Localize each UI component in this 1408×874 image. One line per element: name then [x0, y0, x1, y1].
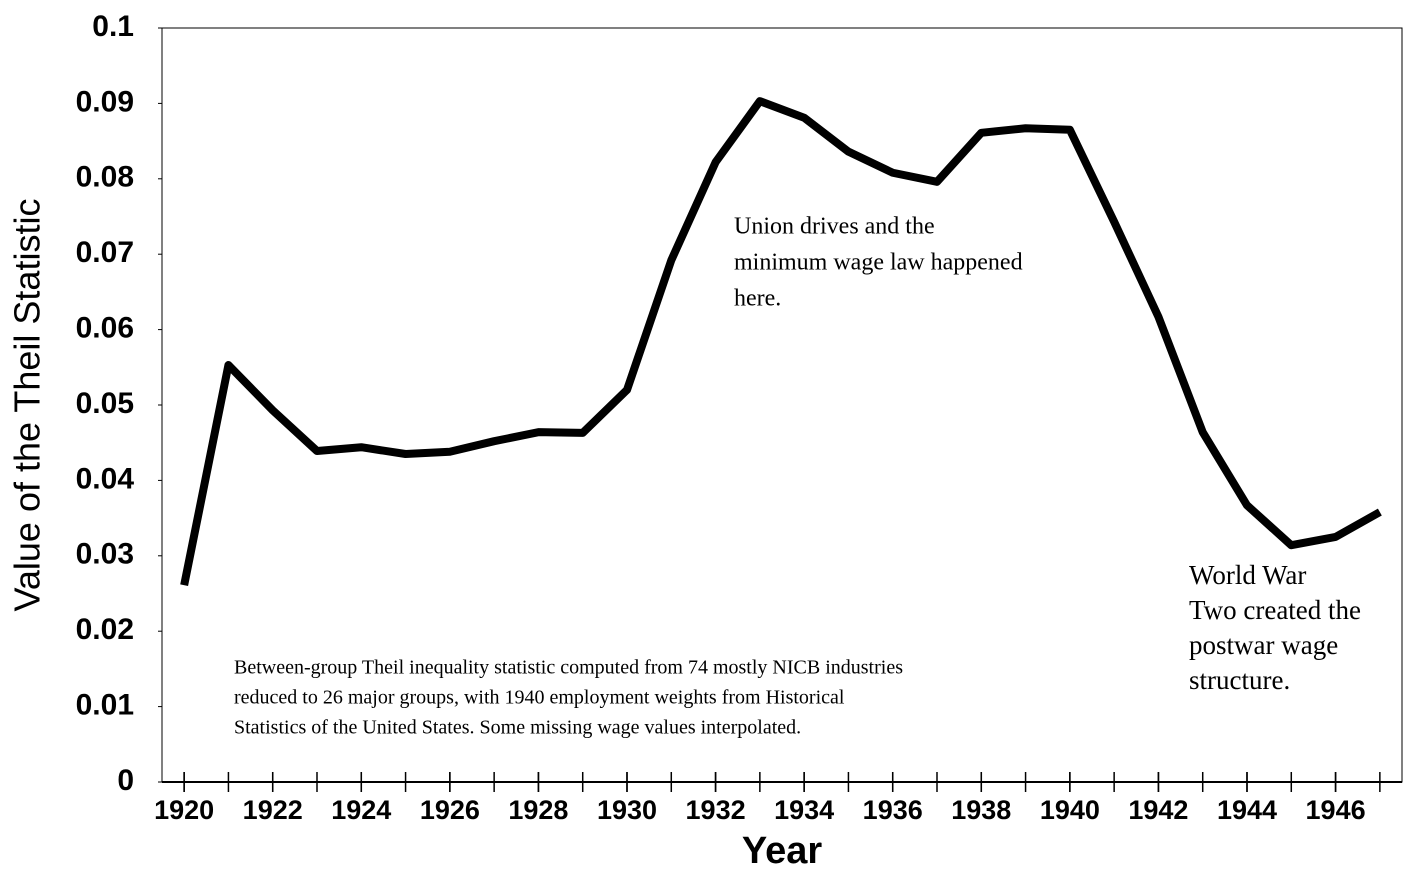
x-tick-label: 1922	[243, 795, 303, 825]
annotation: reduced to 26 major groups, with 1940 em…	[234, 687, 845, 709]
x-tick-label: 1928	[508, 795, 568, 825]
x-tick-label: 1946	[1306, 795, 1366, 825]
y-tick-label: 0.1	[92, 10, 134, 43]
y-tick-label: 0.07	[76, 236, 134, 269]
y-tick-label: 0.01	[76, 689, 134, 722]
y-tick-label: 0.09	[76, 85, 134, 118]
x-axis-label: Year	[742, 830, 823, 872]
x-tick-label: 1934	[774, 795, 834, 825]
annotation: World War	[1189, 560, 1306, 590]
x-tick-label: 1924	[331, 795, 391, 825]
annotation: Between-group Theil inequality statistic…	[234, 657, 903, 679]
annotation: minimum wage law happened	[734, 250, 1023, 276]
y-tick-label: 0.03	[76, 538, 134, 571]
y-tick-label: 0.02	[76, 613, 134, 646]
x-tick-label: 1936	[863, 795, 923, 825]
y-tick-label: 0.08	[76, 161, 134, 194]
x-tick-label: 1938	[951, 795, 1011, 825]
x-tick-label: 1920	[154, 795, 214, 825]
x-tick-label: 1944	[1217, 795, 1277, 825]
x-tick-label: 1932	[686, 795, 746, 825]
x-tick-label: 1940	[1040, 795, 1100, 825]
y-tick-label: 0.04	[76, 462, 135, 495]
annotation: Union drives and the	[734, 214, 935, 240]
y-tick-label: 0.06	[76, 312, 134, 345]
annotation: structure.	[1189, 665, 1290, 695]
y-axis-label: Value of the Theil Statistic	[7, 199, 48, 612]
y-tick-label: 0	[117, 764, 134, 797]
line	[180, 97, 1382, 586]
x-tick-label: 1942	[1128, 795, 1188, 825]
annotation: here.	[734, 286, 781, 312]
x-tick-label: 1926	[420, 795, 480, 825]
x-tick-label: 1930	[597, 795, 657, 825]
annotation: postwar wage	[1189, 630, 1338, 660]
annotation: Statistics of the United States. Some mi…	[234, 717, 801, 739]
annotation: Two created the	[1189, 595, 1361, 625]
y-tick-label: 0.05	[76, 387, 134, 420]
